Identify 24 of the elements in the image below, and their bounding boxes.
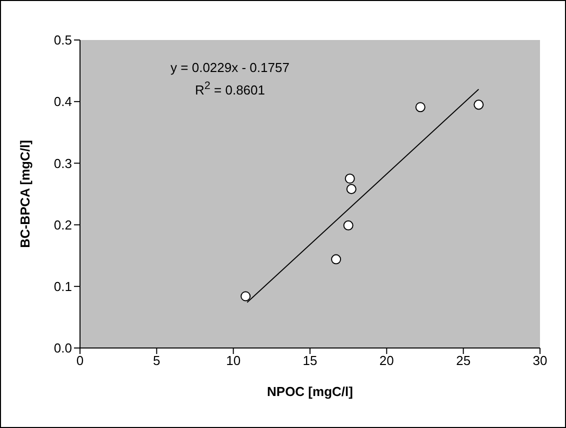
y-tick-label: 0.1 [54, 279, 72, 294]
x-tick-label: 0 [76, 353, 84, 368]
point [474, 100, 484, 110]
point [344, 174, 355, 184]
annotation: R$^{2}$ = 0.8601 [194, 80, 266, 98]
y-tick-label: 0.2 [54, 217, 72, 232]
x-axis-title: NPOC [mgC/l] [267, 384, 353, 399]
x-tick-label: 15 [302, 353, 318, 368]
x-tick-label: 25 [456, 353, 471, 368]
y-tick-label: 0.5 [54, 32, 72, 48]
y-tick-label: 0.0 [54, 340, 72, 356]
x-tick-label: 30 [532, 353, 548, 368]
point [346, 184, 356, 194]
point [240, 291, 251, 302]
annotation: y = 0.0229x - 0.1757 [170, 60, 290, 75]
y-axis-title: BC-BPCA [mgC/l] [18, 140, 33, 248]
x-tick-label: 10 [226, 353, 241, 368]
x-tick-label: 20 [379, 353, 394, 368]
x-tick-label: 5 [153, 353, 160, 368]
y-tick-label: 0.4 [54, 94, 72, 110]
point [343, 220, 354, 230]
y-tick-label: 0.3 [54, 156, 72, 171]
point [331, 254, 342, 264]
point [415, 102, 426, 112]
